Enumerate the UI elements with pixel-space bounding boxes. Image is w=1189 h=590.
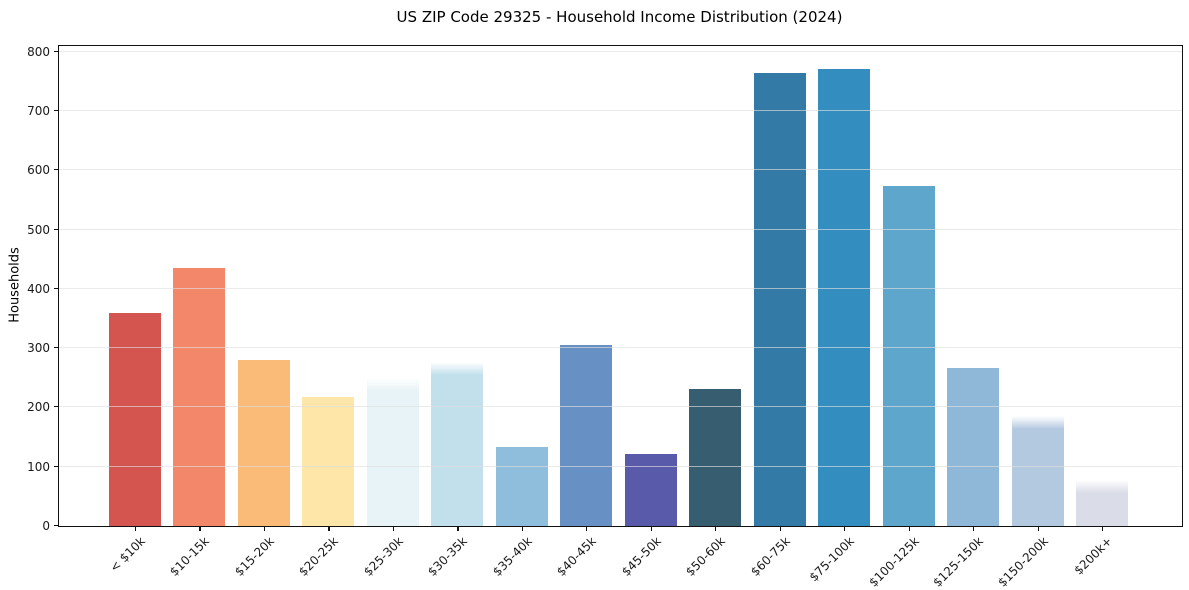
gridline-y400 bbox=[59, 287, 1182, 289]
x-tick-label: $200k+ bbox=[1071, 534, 1115, 578]
x-tick-label: $50-60k bbox=[683, 534, 729, 579]
y-tick-mark bbox=[54, 524, 59, 526]
y-tick-mark bbox=[54, 465, 59, 467]
x-tick-label: $125-150k bbox=[930, 534, 987, 590]
y-tick-label: 0 bbox=[42, 519, 50, 533]
chart-title: US ZIP Code 29325 - Household Income Dis… bbox=[396, 8, 843, 26]
gridline-y600 bbox=[59, 169, 1182, 171]
bar-25-30k bbox=[366, 377, 419, 526]
x-tick-label: $75-100k bbox=[806, 534, 858, 585]
x-tick-mark bbox=[973, 526, 975, 531]
bar-200k bbox=[1076, 480, 1129, 526]
y-tick-label: 100 bbox=[27, 459, 50, 474]
x-tick-label: $60-75k bbox=[747, 534, 793, 579]
y-tick-label: 400 bbox=[27, 281, 50, 296]
gridline-y700 bbox=[59, 110, 1182, 112]
gridline-y500 bbox=[59, 228, 1182, 230]
bar-75-100k bbox=[818, 68, 871, 526]
x-tick-mark bbox=[586, 526, 588, 531]
x-tick-label: $15-20k bbox=[231, 534, 277, 579]
x-tick-mark bbox=[263, 526, 266, 531]
y-tick-mark bbox=[54, 406, 59, 408]
y-tick-label: 600 bbox=[27, 163, 50, 178]
y-tick-label: 800 bbox=[27, 44, 50, 59]
bar-150-200k bbox=[1011, 415, 1064, 526]
bar-40-45k bbox=[560, 345, 613, 526]
x-tick-mark bbox=[1037, 526, 1039, 531]
x-tick-mark bbox=[199, 526, 201, 531]
gridline-y300 bbox=[59, 347, 1182, 349]
bar-10k bbox=[109, 312, 161, 526]
x-tick-mark bbox=[650, 526, 652, 531]
gridline-y200 bbox=[59, 406, 1182, 408]
bar-60-75k bbox=[753, 72, 806, 526]
x-tick-mark bbox=[135, 526, 137, 531]
x-tick-mark bbox=[392, 526, 395, 531]
x-tick-mark bbox=[908, 526, 910, 531]
bar-20-25k bbox=[302, 396, 355, 526]
x-tick-mark bbox=[779, 526, 781, 531]
x-tick-mark bbox=[844, 526, 846, 531]
x-tick-label: $100-125k bbox=[865, 534, 922, 590]
x-tick-label: $45-50k bbox=[618, 534, 664, 579]
bar-30-35k bbox=[431, 361, 484, 526]
x-tick-label: $30-35k bbox=[425, 534, 471, 579]
y-tick-label: 200 bbox=[27, 400, 50, 415]
y-tick-label: 700 bbox=[27, 104, 50, 119]
x-tick-label: $35-40k bbox=[489, 534, 535, 579]
x-tick-mark bbox=[1102, 526, 1104, 531]
x-tick-mark bbox=[457, 526, 459, 531]
x-tick-label: $25-30k bbox=[360, 534, 406, 579]
plot-area: 0 100 200 300 400 500 600 700 800 < $10k $10-15k $1… bbox=[27, 45, 1183, 590]
gridline-y100 bbox=[59, 465, 1182, 467]
x-tick-label: $40-45k bbox=[554, 534, 600, 579]
x-tick-label: $10-15k bbox=[167, 534, 213, 579]
y-tick-mark bbox=[54, 228, 59, 230]
y-tick-mark bbox=[54, 169, 59, 171]
x-tick-mark bbox=[715, 526, 717, 531]
y-tick-mark bbox=[54, 110, 59, 112]
bar-15-20k bbox=[237, 360, 290, 526]
y-tick-mark bbox=[54, 287, 59, 289]
bar-35-40k bbox=[495, 447, 548, 526]
bar-100-125k bbox=[882, 186, 935, 526]
y-tick-mark bbox=[54, 347, 59, 349]
gridline-y800 bbox=[59, 50, 1182, 52]
x-tick-label: $20-25k bbox=[296, 534, 342, 579]
x-tick-mark bbox=[328, 526, 330, 531]
bar-10-15k bbox=[173, 268, 226, 526]
y-tick-label: 300 bbox=[27, 341, 50, 356]
bar-125-150k bbox=[947, 368, 1000, 526]
y-tick-mark bbox=[54, 50, 59, 52]
bar-50-60k bbox=[689, 388, 742, 526]
y-tick-label: 500 bbox=[27, 222, 50, 237]
x-tick-mark bbox=[521, 526, 523, 531]
x-tick-label: $150-200k bbox=[994, 534, 1051, 590]
x-tick-label: < $10k bbox=[107, 534, 148, 575]
